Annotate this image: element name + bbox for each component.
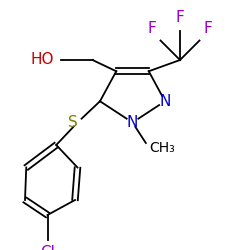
Text: F: F	[204, 21, 212, 36]
Text: Cl: Cl	[40, 245, 55, 250]
Text: F: F	[176, 10, 184, 25]
Text: CH₃: CH₃	[149, 140, 174, 154]
Text: N: N	[127, 115, 138, 130]
Text: F: F	[148, 21, 156, 36]
Text: HO: HO	[30, 52, 54, 68]
Text: N: N	[159, 94, 171, 109]
Text: S: S	[68, 115, 78, 130]
